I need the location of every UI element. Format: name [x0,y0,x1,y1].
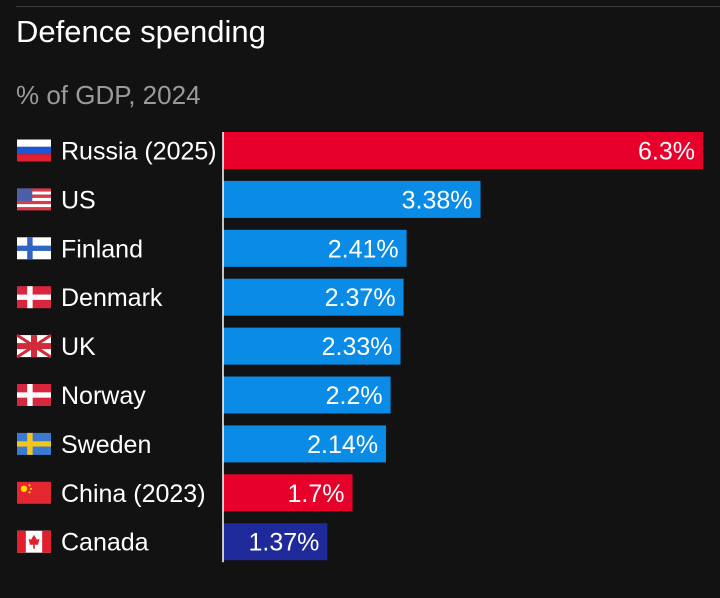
uk-flag-icon [16,333,52,359]
bar [223,474,353,512]
china-flag-icon [17,481,51,504]
russia-flag-icon [17,139,51,162]
sweden-flag-icon [17,432,51,455]
data-label: 2.37% [325,284,396,312]
data-label: 2.41% [328,235,399,263]
tick-label: Canada [61,529,149,557]
canada-flag-icon [17,530,51,553]
tick-label: Russia (2025) [61,138,217,166]
chart-subtitle: % of GDP, 2024 [16,80,201,110]
bar [223,278,404,316]
tick-label: Denmark [61,284,163,312]
tick-label: US [61,186,96,214]
us-flag-icon [17,188,51,211]
norway-flag-icon [17,384,51,406]
data-label: 2.2% [326,382,383,410]
denmark-flag-icon [17,286,51,309]
top-divider [16,6,720,7]
tick-label: Sweden [61,431,151,459]
tick-label: UK [61,333,96,361]
data-label: 6.3% [638,138,695,166]
tick-label: China (2023) [61,480,206,508]
tick-label: Norway [61,382,146,410]
data-label: 1.7% [288,480,345,508]
data-label: 3.38% [402,186,473,214]
bar [223,229,407,267]
data-label: 1.37% [248,529,319,557]
bar [223,425,387,463]
bar [223,376,391,414]
finland-flag-icon [17,237,51,260]
bar [223,180,481,218]
data-label: 2.33% [322,333,393,361]
bar [223,327,401,365]
data-label: 2.14% [307,431,378,459]
chart-title: Defence spending [16,14,266,49]
bar [223,523,328,561]
tick-label: Finland [61,235,143,263]
bar [223,132,703,169]
